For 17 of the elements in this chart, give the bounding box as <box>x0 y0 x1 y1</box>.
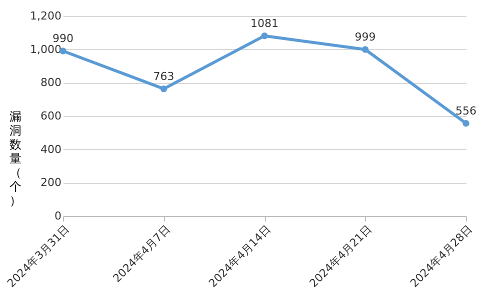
y-axis-title: 漏洞数量（个） <box>10 110 22 208</box>
data-label: 999 <box>354 30 376 44</box>
y-tick-label: 600 <box>40 110 62 122</box>
data-label: 990 <box>52 32 74 45</box>
y-tick-label: 400 <box>40 142 62 156</box>
point <box>462 120 470 127</box>
y-tick-label: 0 <box>54 210 62 222</box>
point <box>362 46 369 53</box>
y-tick-label: 800 <box>40 76 62 90</box>
y-tick-label: 1,000 <box>30 42 62 56</box>
data-label: 1081 <box>250 16 278 30</box>
y-tick-label: 1,200 <box>30 10 62 22</box>
point <box>261 32 268 40</box>
data-label: 556 <box>456 104 476 118</box>
y-tick-label: 200 <box>40 176 62 190</box>
data-label: 763 <box>153 70 174 83</box>
point <box>160 85 168 92</box>
